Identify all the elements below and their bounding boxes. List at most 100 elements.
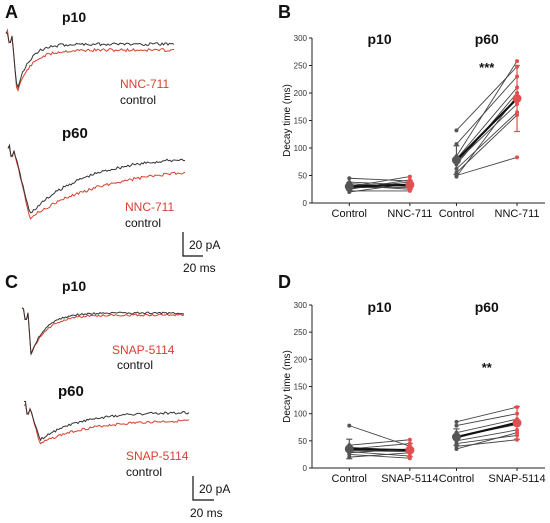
mean-point-drug <box>405 445 415 455</box>
pair-line <box>349 453 410 459</box>
panel-d-group-title-p10: p10 <box>368 299 392 315</box>
pair-line <box>349 177 410 182</box>
panel-a-top-drug-label: NNC-711 <box>120 77 169 91</box>
panel-c-top-control-label: control <box>117 358 153 372</box>
drug-point <box>515 59 520 64</box>
mean-point-drug <box>512 94 522 103</box>
pair-line <box>349 450 410 453</box>
pair-line <box>349 176 410 187</box>
y-tick-label: 0 <box>303 199 308 208</box>
pair-line <box>456 156 518 176</box>
panel-a-scalebar-y: 20 pA <box>189 238 220 252</box>
y-tick-label: 300 <box>294 301 308 310</box>
panel-c-scalebar-x: 20 ms <box>190 506 223 520</box>
y-tick-label: 50 <box>298 172 307 181</box>
y-tick-label: 250 <box>294 62 308 71</box>
control-point <box>454 142 459 147</box>
x-label-control-p60: Control <box>439 208 474 220</box>
panel-label-d: D <box>278 272 291 292</box>
p10-control-trace <box>21 307 185 355</box>
y-axis-label: Decay time (ms) <box>282 350 293 423</box>
panel-c-bottom-drug-label: SNAP-5114 <box>126 449 189 463</box>
p60-drug-trace <box>23 403 190 445</box>
pair-line <box>349 425 411 447</box>
mean-point-control <box>344 182 354 191</box>
mean-line <box>349 447 410 452</box>
panel-b-group-title-p60: p60 <box>475 31 499 47</box>
panel-a-bottom-control-label: control <box>125 216 161 230</box>
panel-c-scalebar: 20 pA 20 ms <box>190 476 230 520</box>
y-tick-label: 100 <box>294 410 308 419</box>
pair-line <box>456 60 518 157</box>
panel-c-scalebar-lines <box>192 476 214 501</box>
pair-line <box>349 452 410 458</box>
panel-d-chart: 0 50 100 150 200 250 300 Decay time (ms) Control… <box>282 301 546 485</box>
control-point <box>454 128 459 133</box>
panel-b-chart: 0 50 100 150 200 250 300 Decay time (ms) Control… <box>282 34 545 220</box>
y-tick-label: 300 <box>294 34 308 43</box>
y-tick-label: 150 <box>294 383 308 392</box>
panel-a-top-control-label: control <box>120 93 156 107</box>
control-point <box>454 419 459 424</box>
y-tick-label: 150 <box>294 117 308 126</box>
p60-control-trace <box>23 400 190 442</box>
panel-d: D p10 p60 0 50 100 150 200 250 300 Decay time (… <box>278 272 546 485</box>
y-axis-label: Decay time (ms) <box>282 84 293 157</box>
x-label-snap5114-p10: SNAP-5114 <box>381 473 438 485</box>
pair-line <box>456 429 518 442</box>
panel-a-p10-traces <box>5 28 175 92</box>
x-label-control-p10: Control <box>332 208 367 220</box>
mean-line <box>349 183 410 188</box>
y-tick-label: 200 <box>294 89 308 98</box>
panel-a-title-bottom: p60 <box>62 125 88 142</box>
pair-line <box>456 439 518 447</box>
panel-c-p10-traces <box>21 307 185 357</box>
y-tick-label: 200 <box>294 355 308 364</box>
panel-a-scalebar-x: 20 ms <box>183 261 216 275</box>
pair-line <box>456 87 518 160</box>
panel-a: A p10 NNC-711 control p60 NNC-711 contro… <box>5 2 220 275</box>
mean-line <box>456 421 518 439</box>
mean-point-control <box>451 155 461 165</box>
control-point <box>347 176 352 181</box>
pair-line <box>349 439 410 446</box>
y-tick-label: 100 <box>294 144 308 153</box>
p10-control-trace <box>5 31 175 89</box>
pair-line <box>456 432 518 450</box>
pair-line <box>456 406 518 423</box>
pair-line <box>456 434 518 444</box>
x-label-control-p60: Control <box>439 473 474 485</box>
panel-label-c: C <box>5 272 18 292</box>
y-tick-label: 50 <box>298 437 307 446</box>
panel-a-bottom-drug-label: NNC-711 <box>125 200 174 214</box>
panel-c-p60-traces <box>23 400 190 445</box>
x-label-snap5114-p60: SNAP-5114 <box>488 473 545 485</box>
panel-label-a: A <box>5 2 18 22</box>
panel-c-scalebar-y: 20 pA <box>199 482 230 496</box>
panel-b: B p10 p60 0 50 100 150 200 250 300 Decay time (… <box>278 2 545 220</box>
x-label-nnc711-p10: NNC-711 <box>387 208 432 220</box>
control-point <box>454 423 459 428</box>
significance-marker: ** <box>482 360 493 375</box>
control-point <box>454 446 459 451</box>
mean-point-control <box>451 432 461 442</box>
y-tick-label: 250 <box>294 328 308 337</box>
panel-c-bottom-control-label: control <box>126 465 162 479</box>
pair-line <box>456 111 518 170</box>
pair-line <box>456 418 518 434</box>
drug-point <box>407 437 412 442</box>
control-point <box>454 174 459 179</box>
panel-a-scalebar-lines <box>182 232 203 257</box>
p10-drug-trace <box>21 307 185 357</box>
p60-drug-trace <box>7 146 186 220</box>
panel-d-group-title-p60: p60 <box>475 299 499 315</box>
panel-c-title-top: p10 <box>62 278 86 294</box>
panel-c-top-drug-label: SNAP-5114 <box>112 343 175 357</box>
control-point <box>347 423 352 428</box>
panel-c: C p10 SNAP-5114 control p60 SNAP-5114 co… <box>5 272 230 520</box>
drug-point <box>407 174 412 179</box>
panel-b-group-title-p10: p10 <box>368 31 392 47</box>
significance-marker: *** <box>479 60 495 75</box>
panel-a-p60-traces <box>7 143 186 220</box>
